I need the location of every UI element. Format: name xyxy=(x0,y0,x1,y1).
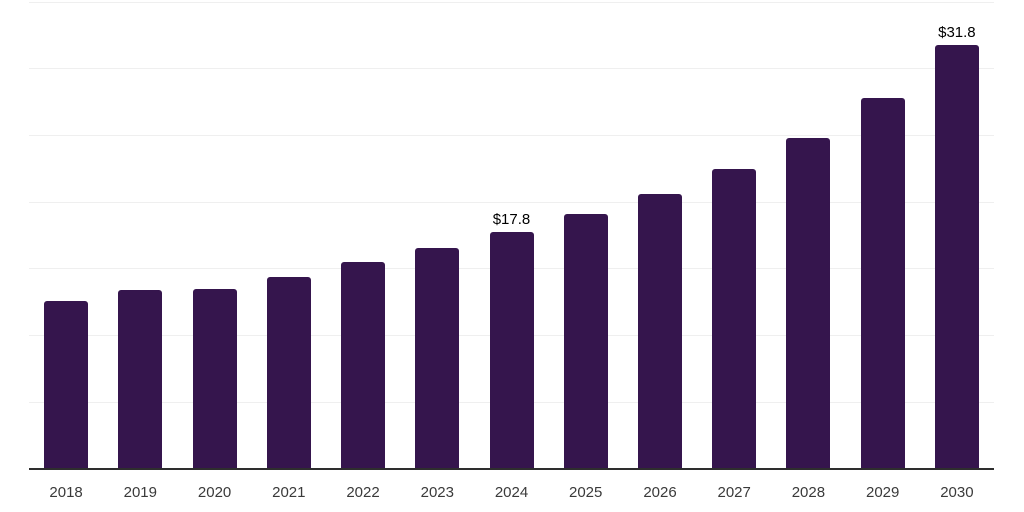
gridline xyxy=(29,201,994,203)
x-tick-label-2028: 2028 xyxy=(791,484,826,501)
bar-2028 xyxy=(786,138,831,469)
x-tick-label-2018: 2018 xyxy=(49,484,83,501)
gridline xyxy=(29,68,994,70)
bar-2025 xyxy=(563,214,608,469)
x-tick-label-2026: 2026 xyxy=(643,484,677,501)
bar-2023 xyxy=(415,247,460,469)
x-axis-line xyxy=(29,468,994,470)
x-axis-labels: 2018 2019 2020 2021 2022 2023 2024 2025 2026 2027… xyxy=(29,471,994,507)
bar-2024 xyxy=(489,231,534,469)
bar-2029 xyxy=(860,98,905,469)
x-tick-label-2022: 2022 xyxy=(346,484,380,501)
bar-2026 xyxy=(638,194,682,469)
x-tick-label-2024: 2024 xyxy=(494,484,529,501)
x-tick-label-2029: 2029 xyxy=(866,484,900,501)
bar-2018 xyxy=(44,300,89,469)
x-tick-label-2027: 2027 xyxy=(717,484,751,501)
bar-2022 xyxy=(341,262,385,469)
plot-area: $17.8 $31.8 xyxy=(29,1,994,470)
bar-2030 xyxy=(934,44,979,469)
bar-2020 xyxy=(192,288,237,469)
bar-2019 xyxy=(118,290,163,469)
x-tick-label-2019: 2019 xyxy=(123,484,157,501)
gridline xyxy=(29,1,994,3)
x-tick-label-2025: 2025 xyxy=(569,484,603,501)
bar-2027 xyxy=(712,168,757,469)
bar-value-label-2024: $17.8 xyxy=(492,210,531,228)
bar-2021 xyxy=(266,276,311,469)
bar-value-label-2030: $31.8 xyxy=(938,23,976,41)
gridline xyxy=(29,134,994,136)
x-tick-label-2020: 2020 xyxy=(197,484,232,501)
x-tick-label-2023: 2023 xyxy=(420,484,454,501)
x-tick-label-2021: 2021 xyxy=(272,484,306,501)
x-tick-label-2030: 2030 xyxy=(940,484,974,501)
